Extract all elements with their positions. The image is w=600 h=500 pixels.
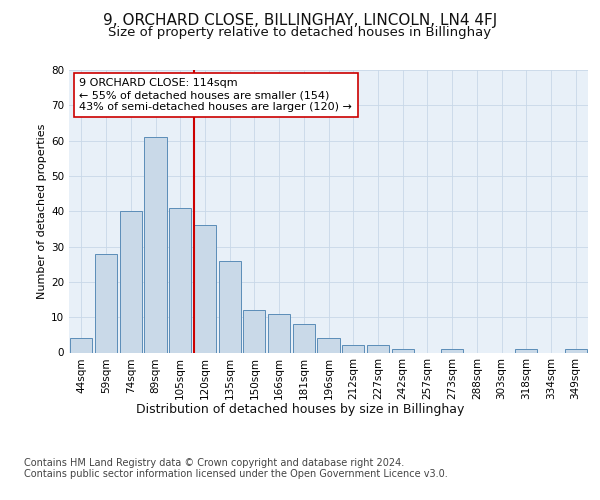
Bar [169, 208, 191, 352]
Bar [243, 310, 265, 352]
Bar [70, 338, 92, 352]
Bar [515, 349, 538, 352]
Bar [218, 260, 241, 352]
Bar [317, 338, 340, 352]
Bar [268, 314, 290, 352]
Y-axis label: Number of detached properties: Number of detached properties [37, 124, 47, 299]
Bar [392, 349, 414, 352]
Bar [441, 349, 463, 352]
Bar [145, 137, 167, 352]
Text: Distribution of detached houses by size in Billinghay: Distribution of detached houses by size … [136, 402, 464, 415]
Text: Contains HM Land Registry data © Crown copyright and database right 2024.
Contai: Contains HM Land Registry data © Crown c… [24, 458, 448, 479]
Text: 9 ORCHARD CLOSE: 114sqm
← 55% of detached houses are smaller (154)
43% of semi-d: 9 ORCHARD CLOSE: 114sqm ← 55% of detache… [79, 78, 352, 112]
Text: Size of property relative to detached houses in Billinghay: Size of property relative to detached ho… [109, 26, 491, 39]
Bar [119, 211, 142, 352]
Bar [293, 324, 315, 352]
Bar [367, 346, 389, 352]
Bar [342, 346, 364, 352]
Text: 9, ORCHARD CLOSE, BILLINGHAY, LINCOLN, LN4 4FJ: 9, ORCHARD CLOSE, BILLINGHAY, LINCOLN, L… [103, 12, 497, 28]
Bar [194, 226, 216, 352]
Bar [95, 254, 117, 352]
Bar [565, 349, 587, 352]
